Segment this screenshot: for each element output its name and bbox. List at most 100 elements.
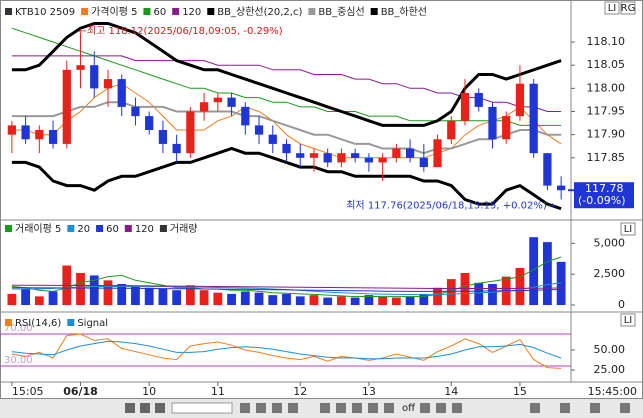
corner-button[interactable] bbox=[620, 222, 636, 236]
x-tick-label: 10 bbox=[142, 385, 156, 398]
volume-bar bbox=[556, 261, 566, 305]
y-tick-label: 0 bbox=[618, 298, 625, 311]
y-tick-label: 118.05 bbox=[587, 58, 626, 71]
volume-bar bbox=[117, 284, 127, 305]
button[interactable] bbox=[368, 403, 378, 413]
volume-bar bbox=[364, 295, 374, 305]
candle-body bbox=[268, 134, 277, 144]
candle-body bbox=[131, 106, 140, 117]
button[interactable] bbox=[530, 403, 540, 413]
candle-body bbox=[447, 120, 456, 140]
candle-body bbox=[488, 106, 497, 140]
level-label: 70.00 bbox=[4, 323, 33, 334]
candle-body bbox=[557, 185, 566, 191]
button[interactable] bbox=[420, 403, 430, 413]
slider[interactable] bbox=[171, 402, 233, 414]
legend-label: KTB10 2509 bbox=[15, 7, 75, 18]
button[interactable] bbox=[560, 403, 570, 413]
button[interactable] bbox=[436, 403, 446, 413]
x-tick-label: 06/18 bbox=[63, 385, 98, 398]
x-tick-label: 13 bbox=[362, 385, 376, 398]
volume-bar bbox=[131, 286, 140, 305]
volume-bar bbox=[295, 296, 305, 305]
corner-button-label[interactable]: RG bbox=[621, 3, 636, 14]
volume-bar bbox=[433, 287, 442, 305]
button[interactable] bbox=[336, 403, 346, 413]
candle-body bbox=[474, 92, 483, 107]
legend-swatch bbox=[159, 225, 167, 232]
volume-bar bbox=[309, 295, 319, 305]
button[interactable] bbox=[320, 403, 330, 413]
x-end-label: 15:45:00 bbox=[588, 385, 637, 398]
series-line bbox=[11, 284, 562, 289]
corner-button[interactable] bbox=[604, 1, 620, 15]
y-tick-label: 117.85 bbox=[587, 151, 626, 164]
button[interactable] bbox=[590, 403, 600, 413]
volume-bar bbox=[543, 242, 552, 305]
series-line bbox=[11, 256, 562, 298]
legend-swatch bbox=[96, 225, 104, 232]
corner-button-label[interactable]: LI bbox=[624, 224, 633, 235]
x-tick-label: 12 bbox=[293, 385, 307, 398]
candle-body bbox=[145, 116, 154, 131]
candle-body bbox=[158, 130, 168, 144]
x-tick-label: 15:05 bbox=[12, 385, 44, 398]
button[interactable] bbox=[155, 403, 165, 413]
volume-bar bbox=[282, 293, 291, 305]
button[interactable] bbox=[352, 403, 362, 413]
volume-bar bbox=[446, 279, 456, 305]
volume-bar bbox=[515, 268, 525, 305]
candle-body bbox=[35, 130, 44, 140]
button[interactable] bbox=[140, 403, 150, 413]
annotation: ←최고 118.12(2025/06/18,09:05, -0.29%) bbox=[79, 25, 283, 37]
button[interactable] bbox=[256, 403, 266, 413]
volume-bar bbox=[254, 292, 264, 305]
legend-swatch bbox=[5, 225, 12, 232]
volume-bar bbox=[529, 237, 539, 305]
button[interactable] bbox=[620, 403, 630, 413]
button[interactable] bbox=[240, 403, 250, 413]
y-tick-label: 50.00 bbox=[594, 343, 626, 356]
candle-body bbox=[213, 97, 222, 103]
button[interactable] bbox=[125, 403, 135, 413]
button[interactable] bbox=[384, 403, 394, 413]
volume-bar bbox=[213, 292, 223, 305]
volume-bar bbox=[144, 287, 154, 305]
button[interactable] bbox=[272, 403, 282, 413]
toolbar-off[interactable]: off bbox=[402, 403, 416, 414]
corner-button-label[interactable]: LI bbox=[624, 315, 633, 326]
legend-label: BB_중심선 bbox=[318, 6, 364, 18]
series-line bbox=[11, 22, 562, 127]
corner-button[interactable] bbox=[620, 313, 636, 327]
candle-body bbox=[62, 69, 71, 144]
candle-body bbox=[21, 125, 30, 140]
volume-bar bbox=[103, 280, 113, 305]
candle-body bbox=[199, 102, 209, 112]
toolbar-buttons[interactable] bbox=[125, 402, 630, 414]
series-line bbox=[11, 55, 562, 112]
x-tick-label: 15 bbox=[513, 385, 527, 398]
legend-label: 60 bbox=[153, 7, 166, 18]
y-tick-label: 117.95 bbox=[587, 105, 626, 118]
legend-swatch bbox=[308, 8, 316, 15]
candle-body bbox=[529, 83, 538, 154]
volume-bar bbox=[185, 285, 195, 305]
candle-body bbox=[186, 111, 195, 154]
volume-bar bbox=[488, 284, 497, 305]
candle-body bbox=[337, 153, 346, 163]
candle-body bbox=[378, 157, 387, 163]
volume-bar bbox=[405, 296, 415, 305]
corner-button-label[interactable]: LI bbox=[608, 3, 617, 14]
volume-bar bbox=[21, 288, 30, 305]
candle-body bbox=[515, 83, 525, 117]
candle-body bbox=[241, 106, 250, 126]
corner-button[interactable] bbox=[620, 1, 636, 15]
volume-bar bbox=[268, 295, 278, 305]
button[interactable] bbox=[452, 403, 462, 413]
legend-swatch bbox=[5, 319, 12, 326]
legend-swatch bbox=[207, 8, 215, 15]
legend-label: 60 bbox=[106, 224, 119, 235]
volume-bar bbox=[474, 282, 484, 305]
button[interactable] bbox=[288, 403, 298, 413]
series-line bbox=[11, 101, 562, 155]
